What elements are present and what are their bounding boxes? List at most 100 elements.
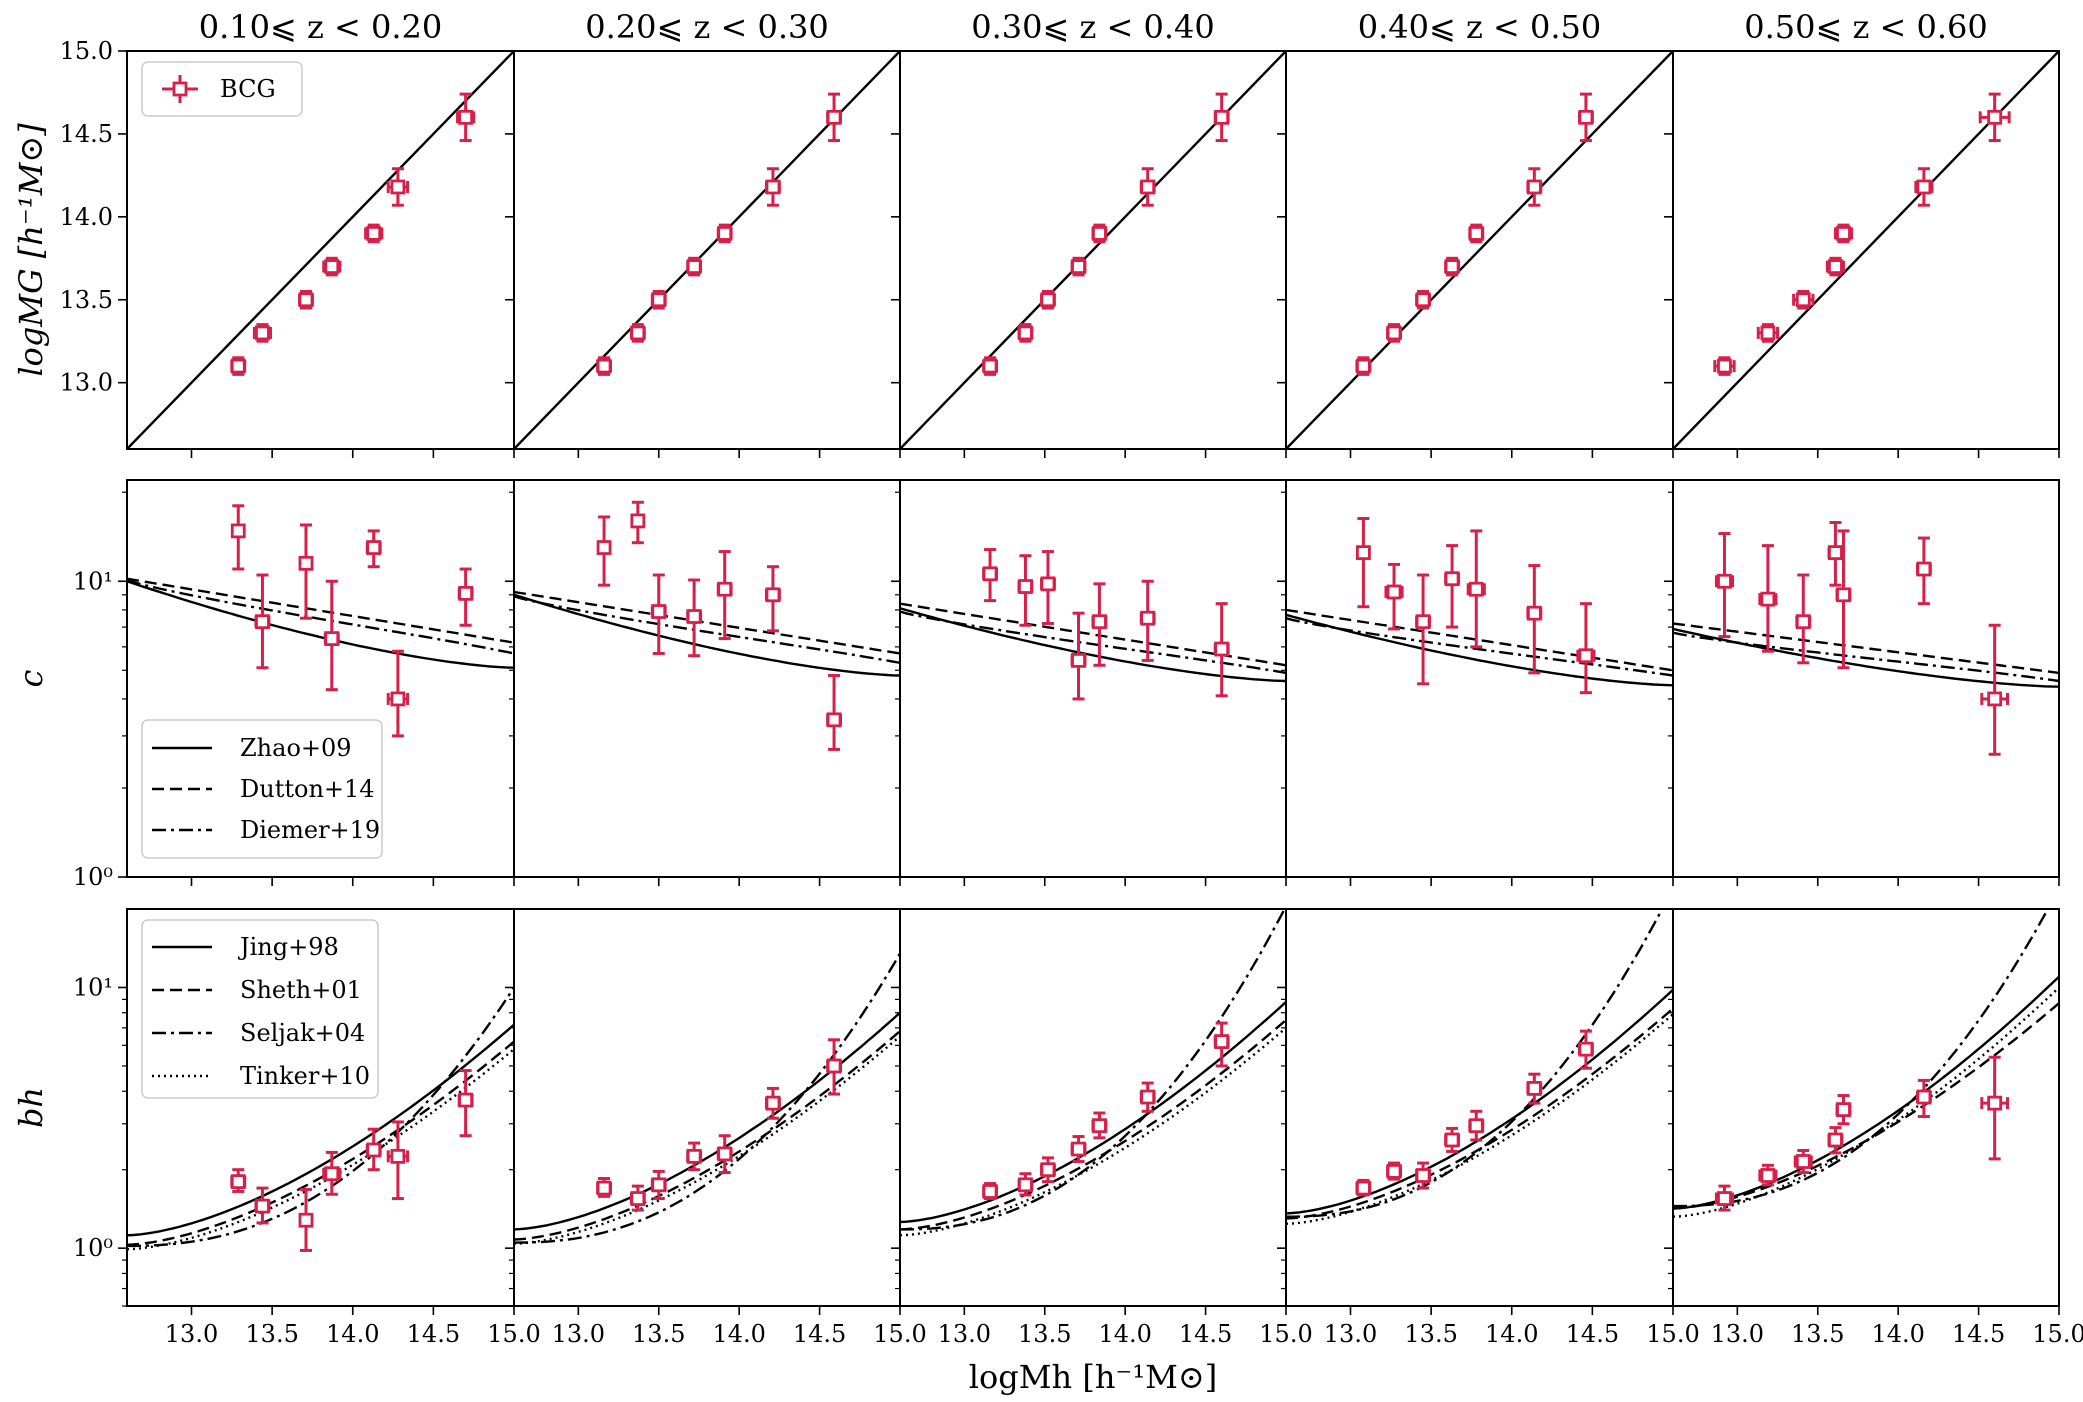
y-axis-label: logMG [h⁻¹M⊙]	[12, 123, 50, 377]
data-point	[629, 323, 646, 343]
square-marker	[1916, 561, 1932, 577]
panel-plot-area	[1286, 909, 1673, 1225]
data-point	[386, 1120, 410, 1201]
curve-jing	[127, 1023, 514, 1237]
square-marker	[596, 540, 612, 555]
square-marker	[651, 1177, 667, 1193]
square-marker	[826, 1058, 842, 1074]
panel-frame	[1672, 908, 2060, 1307]
panel-plot-area	[900, 909, 1286, 1237]
data-point	[323, 579, 340, 692]
square-marker	[1415, 614, 1431, 630]
square-marker	[1214, 641, 1230, 657]
data-point	[1139, 167, 1156, 207]
panel-plot-area	[900, 548, 1286, 701]
square-marker	[390, 179, 406, 195]
x-tick-label: 15.0	[873, 1320, 926, 1348]
square-marker	[1828, 259, 1843, 274]
data-point	[386, 649, 410, 738]
data-point	[386, 167, 410, 207]
square-marker	[686, 259, 702, 274]
data-point	[686, 256, 703, 277]
curve-seljak	[127, 986, 514, 1248]
data-point	[298, 1187, 314, 1252]
data-point	[1714, 532, 1735, 639]
square-marker	[630, 513, 646, 529]
data-point	[1091, 582, 1108, 667]
square-marker	[255, 614, 270, 630]
square-marker	[1760, 591, 1776, 607]
data-point	[1793, 1148, 1813, 1175]
panel-plot-area	[127, 504, 514, 738]
square-marker	[1386, 1164, 1402, 1179]
panel-frame	[1285, 479, 1674, 878]
x-tick-label: 13.0	[1324, 1320, 1377, 1348]
data-point	[1713, 356, 1736, 376]
square-marker	[717, 1146, 733, 1162]
data-point	[1835, 529, 1852, 670]
square-marker	[826, 109, 842, 125]
square-marker	[1214, 1034, 1230, 1049]
square-marker	[982, 358, 998, 374]
data-point	[1386, 1161, 1402, 1181]
data-point	[365, 1127, 382, 1172]
data-point	[1758, 544, 1778, 653]
curve-dutton	[127, 577, 514, 644]
data-point	[230, 356, 247, 376]
data-point	[1070, 1135, 1087, 1164]
square-marker	[1836, 1102, 1851, 1118]
data-point	[1213, 1021, 1230, 1068]
square-marker	[1071, 259, 1086, 274]
square-marker	[1040, 1162, 1056, 1178]
data-point	[457, 1069, 474, 1138]
data-point	[826, 674, 842, 751]
data-point	[1914, 167, 1934, 207]
square-marker	[765, 587, 781, 603]
square-marker	[1836, 587, 1851, 603]
panel-title: 0.10⩽ z < 0.20	[199, 8, 443, 46]
square-marker	[1140, 610, 1156, 626]
curve-seljak	[1286, 909, 1664, 1218]
square-marker	[651, 604, 667, 619]
panel-frame	[899, 479, 1287, 878]
data-point	[1825, 256, 1845, 277]
curve-sheth	[127, 1040, 514, 1246]
data-point	[596, 356, 612, 376]
data-point	[1980, 1055, 2010, 1161]
panel-plot-area	[514, 500, 900, 751]
data-point	[1384, 562, 1404, 631]
panel-concentration-2	[505, 479, 901, 886]
square-marker	[1356, 358, 1371, 374]
legend-frame	[141, 919, 379, 1099]
square-marker	[1760, 1168, 1776, 1183]
square-marker	[390, 691, 406, 707]
legend-label: Dutton+14	[240, 775, 375, 803]
data-point	[1827, 521, 1844, 587]
square-marker	[686, 1148, 702, 1164]
panel-plot-area	[1286, 517, 1673, 695]
curve-diemer	[1673, 631, 2059, 683]
square-marker	[366, 540, 382, 555]
data-point	[1444, 256, 1461, 277]
square-marker	[651, 292, 667, 308]
x-tick-label: 14.0	[1871, 1320, 1924, 1348]
x-tick-label: 14.5	[793, 1320, 846, 1348]
y-tick-label: 10⁰	[73, 1234, 113, 1262]
x-axis-label: logMh [h⁻¹M⊙]	[969, 1358, 1217, 1396]
square-marker	[1836, 226, 1851, 241]
curve-seljak	[900, 909, 1286, 1231]
square-marker	[1071, 653, 1086, 668]
square-marker	[1987, 109, 2003, 125]
data-point	[252, 323, 273, 343]
data-point	[826, 1038, 842, 1096]
data-point	[364, 223, 384, 244]
data-point	[982, 356, 998, 376]
curve-tinker	[900, 1026, 1286, 1237]
x-tick-label: 13.5	[245, 1320, 298, 1348]
data-point	[1444, 544, 1461, 629]
panel-plot-area	[1673, 51, 2059, 449]
legend-bias: Jing+98 Sheth+01 Seljak+04 Tinker+10	[141, 919, 379, 1099]
square-marker	[366, 226, 382, 241]
curve-zhao	[514, 593, 900, 677]
